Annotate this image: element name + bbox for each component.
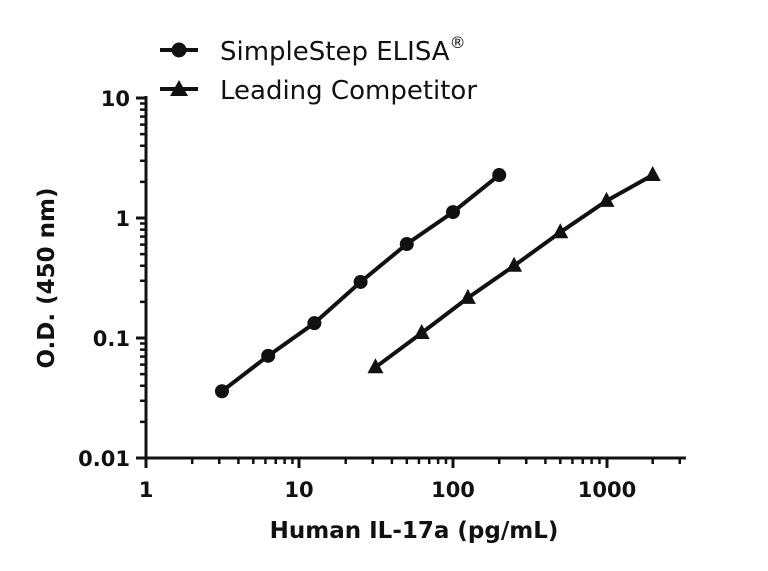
circle-data-point xyxy=(492,168,507,183)
triangle-data-point xyxy=(644,166,661,182)
plot-area xyxy=(214,166,661,399)
x-tick-label: 10 xyxy=(284,478,313,502)
triangle-data-point xyxy=(459,288,476,304)
triangle-data-point xyxy=(552,223,569,239)
triangle-marker-icon xyxy=(170,80,188,96)
y-tick-label: 1 xyxy=(115,207,130,231)
registered-mark: ® xyxy=(450,33,466,52)
y-tick-label: 0.01 xyxy=(78,447,130,471)
legend-label: SimpleStep ELISA xyxy=(220,37,450,67)
x-tick-labels: 1 10 100 1000 xyxy=(139,478,637,502)
circle-data-point xyxy=(446,205,460,220)
circle-data-point xyxy=(353,274,368,289)
y-axis xyxy=(136,96,148,466)
legend-item-competitor: Leading Competitor xyxy=(160,76,477,106)
legend-item-simplestep: SimpleStep ELISA® xyxy=(160,33,466,67)
svg-text:SimpleStep ELISA®: SimpleStep ELISA® xyxy=(220,33,466,67)
x-tick-label: 1 xyxy=(139,478,154,502)
series-simplestep xyxy=(214,168,507,399)
circle-data-point xyxy=(307,316,322,331)
triangle-data-point xyxy=(413,324,430,340)
x-axis-title: Human IL-17a (pg/mL) xyxy=(270,518,559,544)
x-axis xyxy=(138,456,686,468)
circle-data-point xyxy=(261,348,276,363)
y-tick-labels: 10 1 0.1 0.01 xyxy=(78,87,130,471)
y-axis-title: O.D. (450 nm) xyxy=(34,187,60,368)
x-tick-label: 100 xyxy=(431,478,475,502)
x-tick-label: 1000 xyxy=(578,478,636,502)
series-competitor xyxy=(367,166,661,374)
triangle-data-point xyxy=(506,256,523,272)
y-tick-label: 10 xyxy=(101,87,130,111)
legend: SimpleStep ELISA® Leading Competitor xyxy=(160,33,477,106)
legend-label: Leading Competitor xyxy=(220,76,477,106)
circle-marker-icon xyxy=(171,42,187,58)
y-tick-label: 0.1 xyxy=(93,327,130,351)
circle-data-point xyxy=(214,384,229,399)
triangle-data-point xyxy=(598,191,615,207)
triangle-data-point xyxy=(367,358,384,374)
circle-data-point xyxy=(399,237,414,252)
